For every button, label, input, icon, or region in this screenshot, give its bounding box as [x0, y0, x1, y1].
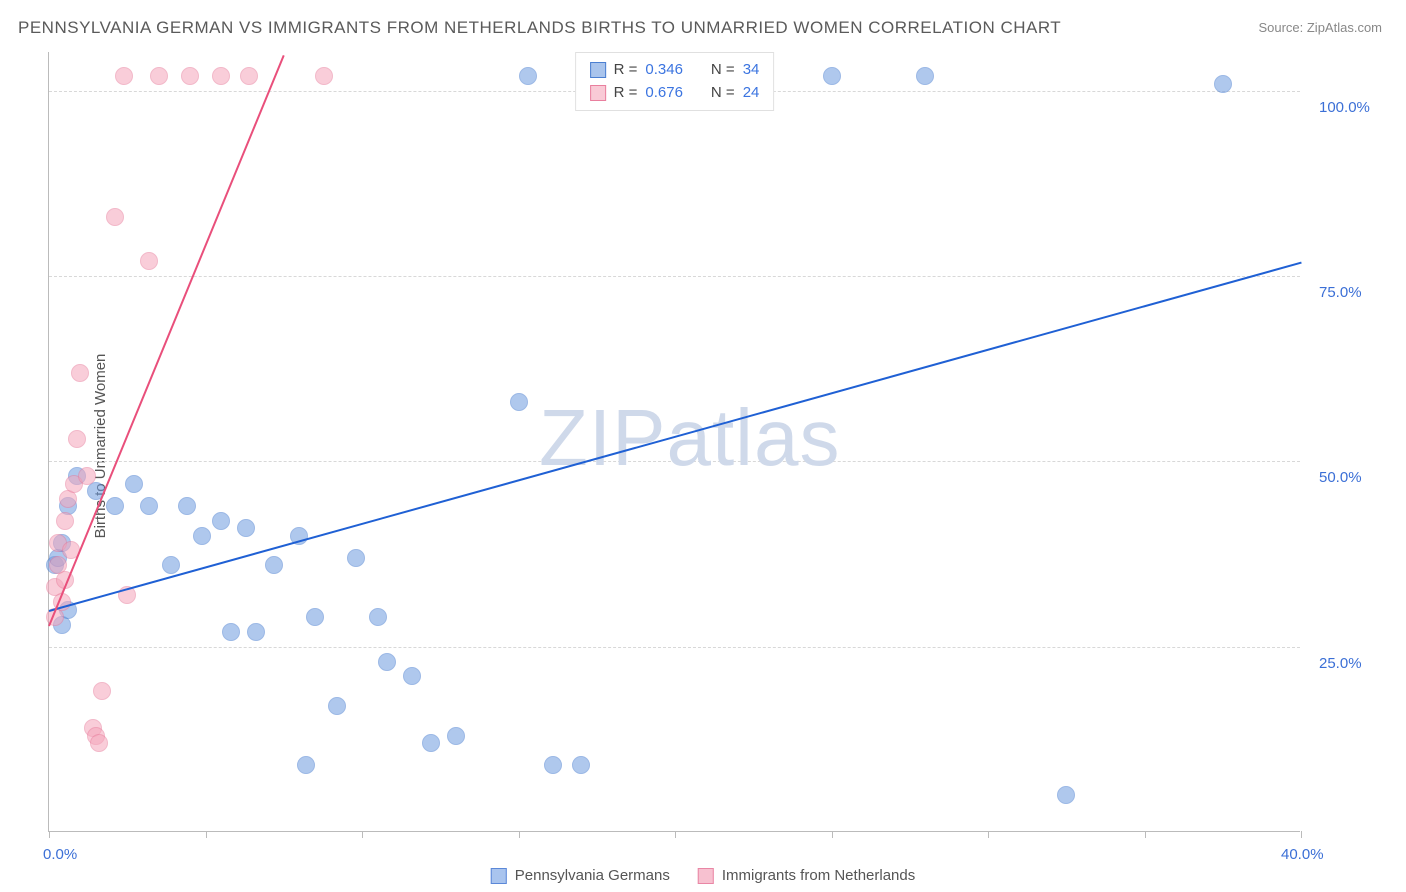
x-tick-label: 0.0% [43, 846, 77, 863]
scatter-point [56, 512, 74, 530]
scatter-point [181, 67, 199, 85]
x-tick [1301, 831, 1302, 838]
x-tick [832, 831, 833, 838]
scatter-point [68, 430, 86, 448]
x-tick-label: 40.0% [1281, 846, 1324, 863]
x-tick [519, 831, 520, 838]
scatter-point [237, 519, 255, 537]
legend-item: Pennsylvania Germans [491, 867, 670, 884]
scatter-point [212, 512, 230, 530]
legend-row: R = 0.676 N = 24 [590, 82, 760, 105]
scatter-point [422, 734, 440, 752]
scatter-point [823, 67, 841, 85]
scatter-point [140, 252, 158, 270]
x-tick [675, 831, 676, 838]
scatter-point [115, 67, 133, 85]
scatter-point [247, 623, 265, 641]
x-tick [988, 831, 989, 838]
legend-r-value: 0.346 [645, 59, 683, 82]
legend-swatch [590, 85, 606, 101]
scatter-point [510, 393, 528, 411]
gridline [49, 276, 1300, 277]
x-tick [1145, 831, 1146, 838]
scatter-point [519, 67, 537, 85]
legend-n-label: N = [711, 82, 735, 105]
legend-n-value: 24 [743, 82, 760, 105]
legend-swatch [590, 62, 606, 78]
y-tick-label: 50.0% [1319, 469, 1362, 486]
y-tick-label: 25.0% [1319, 655, 1362, 672]
scatter-point [90, 734, 108, 752]
legend-r-label: R = [614, 59, 638, 82]
x-tick [206, 831, 207, 838]
y-tick-label: 75.0% [1319, 284, 1362, 301]
scatter-point [378, 653, 396, 671]
scatter-point [106, 208, 124, 226]
scatter-point [125, 475, 143, 493]
x-tick [362, 831, 363, 838]
scatter-point [369, 608, 387, 626]
legend-swatch [491, 868, 507, 884]
legend-label: Pennsylvania Germans [515, 867, 670, 884]
scatter-point [315, 67, 333, 85]
scatter-point [1057, 786, 1075, 804]
scatter-point [240, 67, 258, 85]
scatter-point [93, 682, 111, 700]
trend-line [49, 261, 1302, 611]
source-credit: Source: ZipAtlas.com [1258, 20, 1382, 35]
series-legend: Pennsylvania Germans Immigrants from Neth… [491, 867, 915, 884]
scatter-point [265, 556, 283, 574]
scatter-point [162, 556, 180, 574]
scatter-point [544, 756, 562, 774]
scatter-point [150, 67, 168, 85]
scatter-point [328, 697, 346, 715]
legend-item: Immigrants from Netherlands [698, 867, 915, 884]
scatter-point [916, 67, 934, 85]
scatter-plot: ZIPatlas R =0.346N =34R =0.676N =24 25.0… [48, 52, 1300, 832]
scatter-point [78, 467, 96, 485]
scatter-point [140, 497, 158, 515]
trend-line [48, 55, 285, 626]
legend-row: R = 0.346 N = 34 [590, 59, 760, 82]
correlation-legend: R = 0.346 N = 34 R = 0.676 N = 24 [575, 52, 775, 111]
y-tick-label: 100.0% [1319, 99, 1370, 116]
scatter-point [306, 608, 324, 626]
legend-label: Immigrants from Netherlands [722, 867, 915, 884]
scatter-point [106, 497, 124, 515]
x-tick [49, 831, 50, 838]
scatter-point [212, 67, 230, 85]
scatter-point [572, 756, 590, 774]
legend-n-label: N = [711, 59, 735, 82]
legend-r-label: R = [614, 82, 638, 105]
scatter-point [297, 756, 315, 774]
scatter-point [347, 549, 365, 567]
chart-title: PENNSYLVANIA GERMAN VS IMMIGRANTS FROM N… [18, 18, 1061, 38]
legend-n-value: 34 [743, 59, 760, 82]
scatter-point [447, 727, 465, 745]
scatter-point [1214, 75, 1232, 93]
legend-swatch [698, 868, 714, 884]
scatter-point [178, 497, 196, 515]
watermark: ZIPatlas [539, 392, 840, 484]
scatter-point [222, 623, 240, 641]
gridline [49, 647, 1300, 648]
legend-r-value: 0.676 [645, 82, 683, 105]
scatter-point [193, 527, 211, 545]
scatter-point [403, 667, 421, 685]
gridline [49, 461, 1300, 462]
scatter-point [71, 364, 89, 382]
